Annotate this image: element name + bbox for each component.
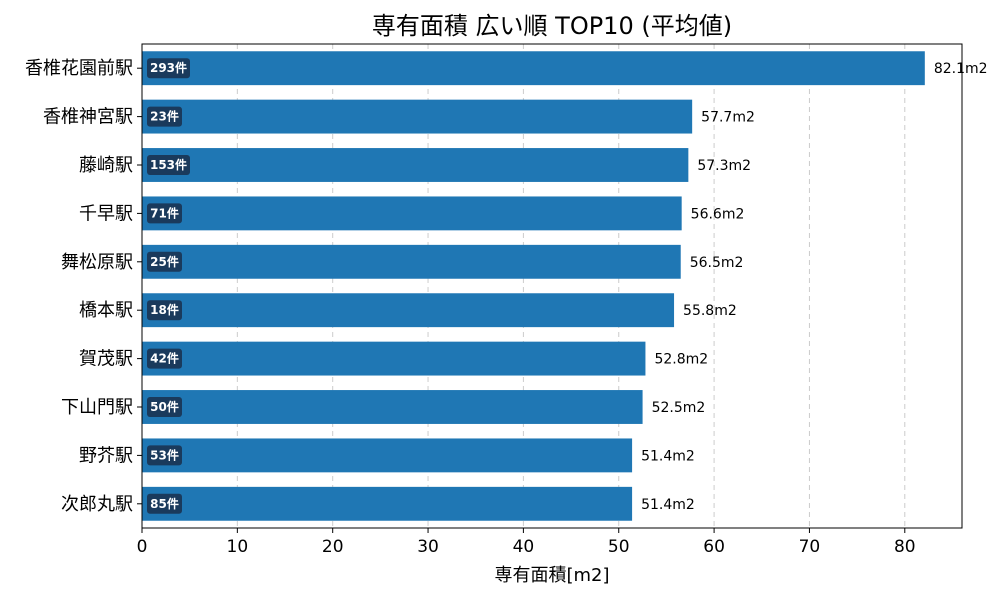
x-axis-label: 専有面積[m2] <box>494 565 609 586</box>
x-tick-label: 30 <box>417 537 439 557</box>
bar <box>142 148 689 182</box>
chart-title: 専有面積 広い順 TOP10 (平均値) <box>372 12 732 40</box>
category-label: 香椎花園前駅 <box>25 58 133 79</box>
bar-value-label: 52.5m2 <box>652 400 706 416</box>
x-tick-label: 0 <box>137 537 148 557</box>
bar-value-label: 56.5m2 <box>690 255 744 271</box>
bar <box>142 99 693 134</box>
count-badge-label: 23件 <box>150 109 179 124</box>
count-badge-label: 53件 <box>150 447 179 462</box>
bar <box>142 244 681 279</box>
category-label: 舞松原駅 <box>61 252 133 273</box>
bar <box>142 196 682 231</box>
category-label: 野芥駅 <box>79 445 133 466</box>
bar-value-label: 51.4m2 <box>641 497 695 513</box>
count-badge-label: 42件 <box>150 351 179 366</box>
count-badge <box>147 348 182 369</box>
x-tick-label: 70 <box>799 537 821 557</box>
x-tick-label: 60 <box>703 537 725 557</box>
bar-value-label: 51.4m2 <box>641 448 695 464</box>
count-badge-label: 293件 <box>150 60 187 75</box>
bar-value-label: 57.7m2 <box>701 110 755 126</box>
count-badge <box>147 251 182 272</box>
count-badge <box>147 155 190 175</box>
count-badge-label: 50件 <box>150 399 179 414</box>
bar <box>142 341 646 376</box>
category-label: 賀茂駅 <box>79 349 133 370</box>
count-badge <box>147 300 182 321</box>
category-label: 次郎丸駅 <box>61 494 133 515</box>
x-tick-label: 80 <box>894 537 916 557</box>
bars-group: 82.1m2 293件 57.7m2 23件 57.3m2 153件 56.6m2 71件 56… <box>142 51 988 521</box>
count-badge-label: 71件 <box>150 205 179 220</box>
plot-frame <box>141 43 963 529</box>
bar-value-label: 55.8m2 <box>683 303 737 319</box>
count-badge <box>147 58 190 79</box>
x-axis: 0 10 20 30 40 50 60 70 80 <box>137 528 916 557</box>
category-label: 藤崎駅 <box>79 155 133 176</box>
count-badge <box>147 106 182 127</box>
x-tick-label: 20 <box>322 537 344 557</box>
bar <box>142 390 643 424</box>
bar-value-label: 52.8m2 <box>654 352 708 368</box>
bar <box>142 486 633 521</box>
bar <box>142 438 633 473</box>
bar-value-label: 56.6m2 <box>691 206 745 222</box>
x-tick-label: 50 <box>608 537 630 557</box>
count-badge <box>147 445 182 466</box>
x-tick-label: 40 <box>513 537 535 557</box>
bar-value-label: 57.3m2 <box>697 158 751 174</box>
bar <box>142 293 675 328</box>
bar-value-label: 82.1m2 <box>934 61 988 77</box>
count-badge-label: 153件 <box>150 157 187 172</box>
count-badge <box>147 203 182 224</box>
count-badge-label: 25件 <box>150 254 179 269</box>
bar <box>142 51 925 86</box>
count-badge <box>147 397 182 417</box>
count-badge-label: 85件 <box>150 496 179 511</box>
x-tick-label: 10 <box>227 537 249 557</box>
count-badge-label: 18件 <box>150 302 179 317</box>
category-label: 香椎神宮駅 <box>43 107 133 128</box>
category-label: 下山門駅 <box>61 397 133 418</box>
category-label: 橋本駅 <box>79 300 133 321</box>
count-badge <box>147 493 182 514</box>
category-label: 千早駅 <box>79 203 133 224</box>
